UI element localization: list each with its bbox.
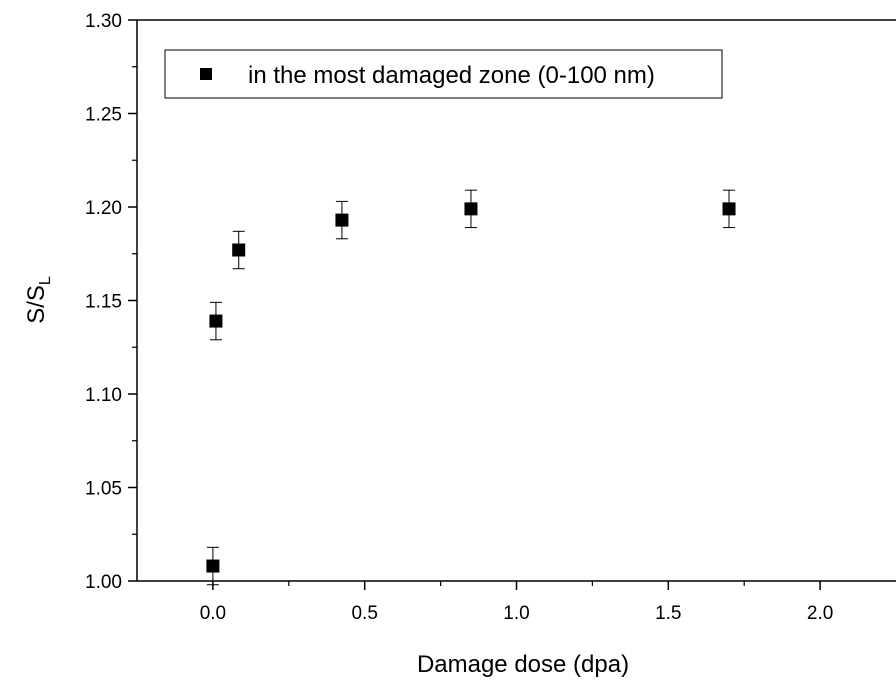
x-tick-label: 0.0: [200, 603, 226, 624]
x-tick-label: 0.5: [351, 603, 377, 624]
y-tick-label: 1.05: [85, 479, 122, 500]
error-bars: [206, 189, 736, 586]
y-tick-label: 1.30: [85, 11, 122, 32]
y-axis-title: S/SL: [23, 276, 54, 324]
x-tick-label: 2.0: [807, 603, 833, 624]
data-points: [206, 202, 736, 573]
svg-text:S/SL: S/SL: [23, 276, 54, 324]
data-point: [209, 314, 223, 328]
y-tick-label: 1.20: [85, 198, 122, 219]
y-axis-title-main: S/S: [23, 285, 50, 324]
tick-marks: [128, 19, 821, 590]
data-point: [722, 202, 736, 216]
data-point: [232, 243, 246, 257]
tick-labels: 0.0 0.5 1.0 1.5 2.0 1.00 1.05 1.10 1.15 1.20 1.25 1…: [85, 11, 833, 624]
data-point: [464, 202, 478, 216]
legend-marker: [200, 68, 212, 80]
x-tick-label: 1.5: [655, 603, 681, 624]
y-tick-label: 1.15: [85, 292, 122, 313]
data-point: [335, 213, 349, 227]
y-tick-label: 1.00: [85, 572, 122, 593]
legend: in the most damaged zone (0-100 nm): [164, 49, 723, 99]
data-point: [206, 559, 220, 573]
y-tick-label: 1.10: [85, 385, 122, 406]
y-tick-label: 1.25: [85, 105, 122, 126]
legend-label: in the most damaged zone (0-100 nm): [248, 62, 655, 89]
x-axis-title: Damage dose (dpa): [417, 651, 629, 677]
x-tick-label: 1.0: [503, 603, 529, 624]
legend-box: [164, 49, 723, 99]
y-axis-title-subscript: L: [37, 276, 54, 285]
axes: [136, 19, 896, 582]
